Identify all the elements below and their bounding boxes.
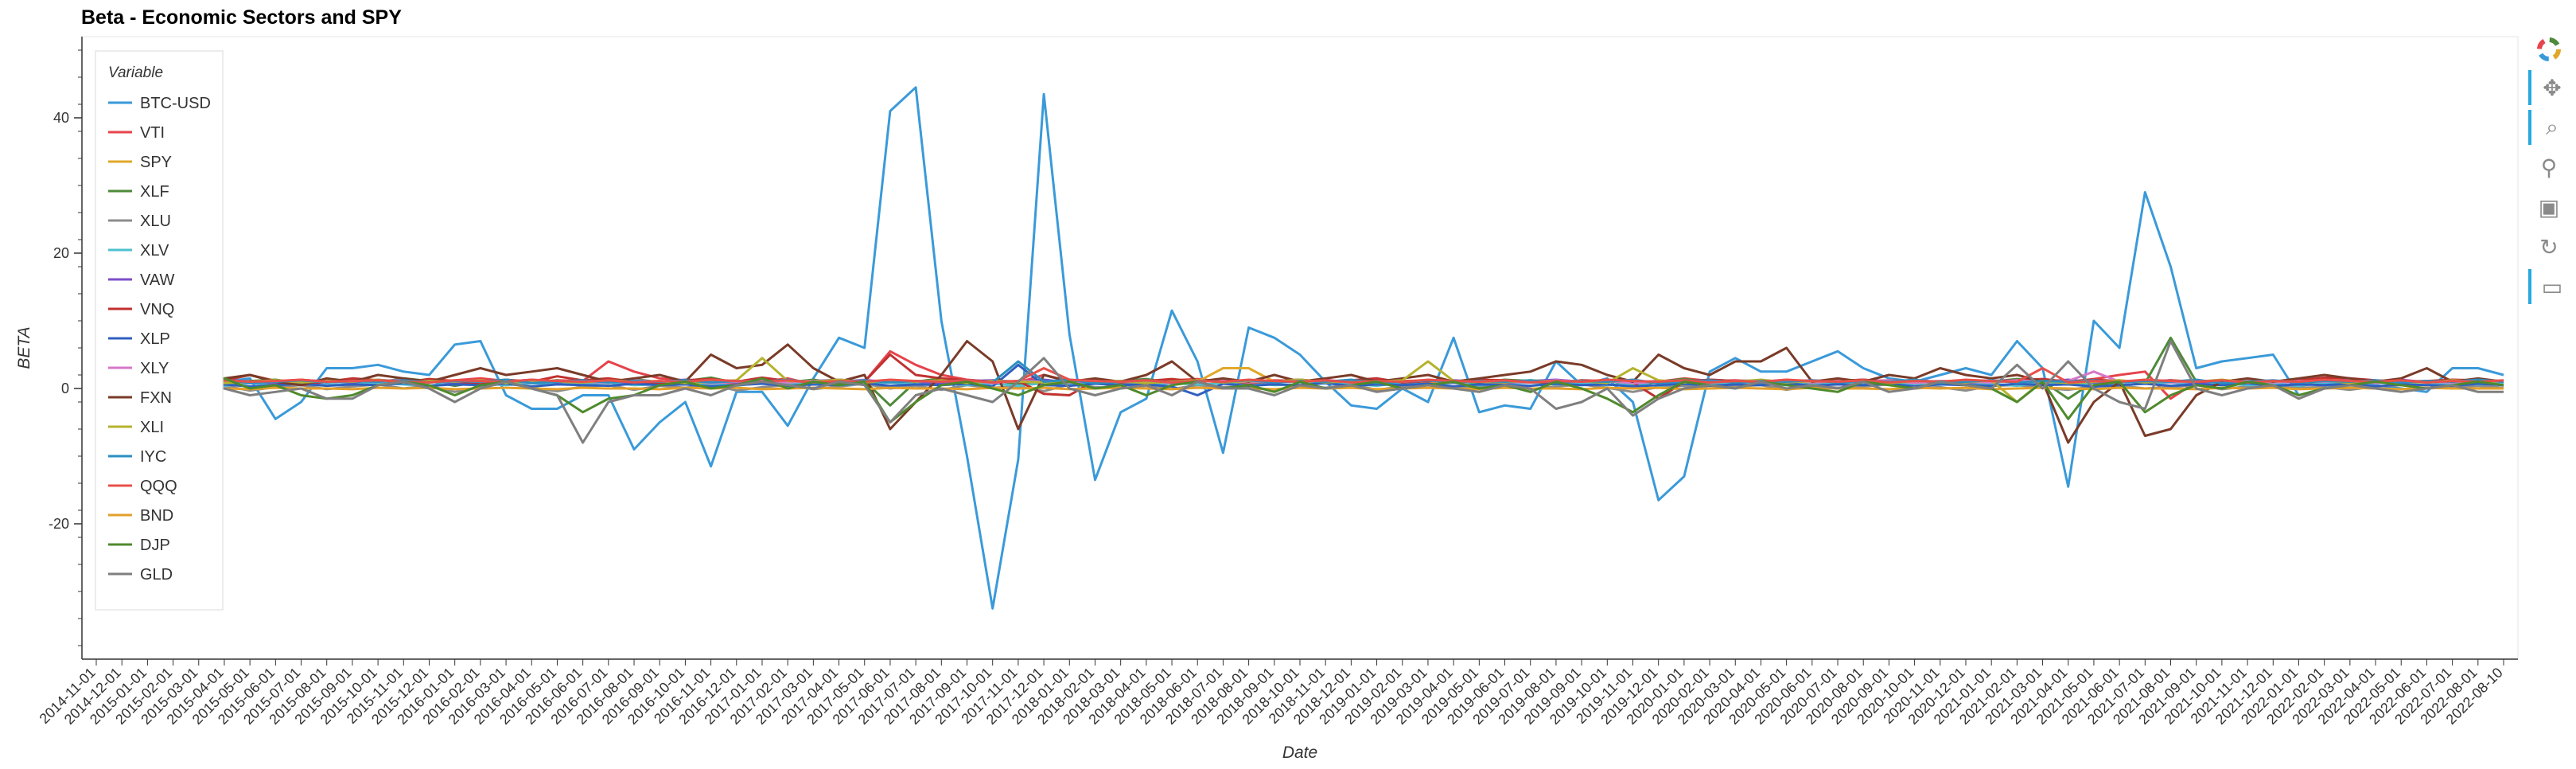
wheel-zoom-tool-icon[interactable]: ⚲	[2540, 154, 2558, 181]
chart-title: Beta - Economic Sectors and SPY	[81, 6, 402, 29]
pan-tool-icon[interactable]: ✥	[2528, 70, 2573, 105]
box-zoom-tool-icon[interactable]: ⌕	[2528, 110, 2573, 145]
legend: Variable BTC-USD VTI SPY XLF XLU XLV VAW VNQ XLP X…	[95, 50, 224, 611]
legend-label-xlv: XLV	[140, 242, 169, 260]
plot-area	[81, 36, 2519, 660]
line-chart: -20 0 20 40 2014-11-012014-12-012015-01-012…	[15, 36, 2519, 762]
legend-label-bnd: BND	[140, 507, 173, 525]
chart-toolbar: ✥ ⌕ ⚲ ▣ ↻ ▭	[2528, 32, 2576, 318]
legend-label-xlu: XLU	[140, 213, 171, 230]
x-axis: 2014-11-012014-12-012015-01-012015-02-01…	[37, 658, 2518, 728]
legend-label-xli: XLI	[140, 419, 164, 436]
legend-box	[95, 50, 224, 611]
save-tool-icon[interactable]: ▣	[2538, 193, 2560, 221]
hover-tool-icon[interactable]: ▭	[2528, 269, 2573, 304]
legend-label-fxn: FXN	[140, 389, 172, 407]
y-tick-label: -20	[49, 516, 69, 532]
legend-label-xlp: XLP	[140, 330, 170, 348]
bokeh-logo-icon[interactable]	[2528, 32, 2570, 67]
series-line-bnd	[95, 386, 2504, 391]
y-tick-label: 0	[61, 381, 69, 396]
legend-label-djp: DJP	[140, 537, 170, 554]
legend-label-xly: XLY	[140, 360, 169, 377]
legend-label-vnq: VNQ	[140, 301, 174, 318]
series-line-gld	[95, 340, 2504, 444]
legend-label-spy: SPY	[140, 154, 172, 171]
legend-label-vti: VTI	[140, 124, 165, 142]
legend-label-iyc: IYC	[140, 448, 166, 466]
legend-label-vaw: VAW	[140, 271, 174, 289]
legend-label-btc-usd: BTC-USD	[140, 95, 211, 112]
y-axis: -20 0 20 40	[49, 37, 83, 659]
reset-tool-icon[interactable]: ↻	[2539, 233, 2558, 260]
legend-label-xlf: XLF	[140, 183, 169, 201]
legend-title: Variable	[108, 64, 163, 81]
series-layer	[95, 86, 2504, 610]
legend-label-gld: GLD	[140, 566, 173, 584]
y-axis-title: BETA	[15, 326, 33, 369]
series-line-btc-usd	[95, 86, 2504, 610]
y-tick-label: 40	[53, 110, 69, 126]
legend-label-qqq: QQQ	[140, 478, 177, 495]
y-tick-label: 20	[53, 245, 69, 261]
x-axis-title: Date	[1282, 744, 1317, 762]
